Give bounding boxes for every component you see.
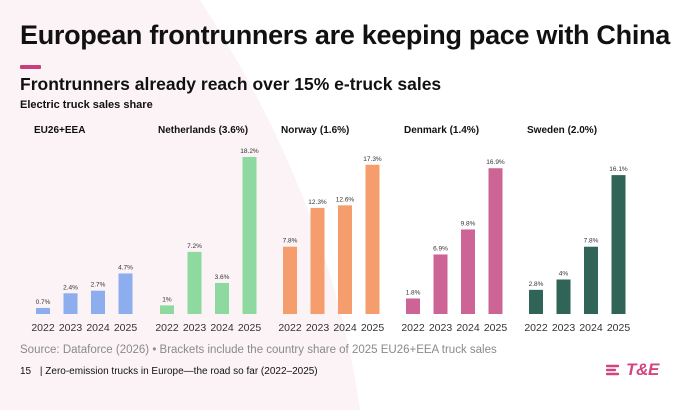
data-label: 1.8% — [406, 289, 421, 296]
bar — [529, 289, 543, 314]
bar — [365, 164, 380, 314]
bar — [488, 168, 503, 314]
x-tick-label: 2024 — [579, 322, 603, 334]
panel-title: Netherlands (3.6%) — [158, 125, 248, 136]
bar — [338, 205, 352, 314]
page-number: 15 — [20, 366, 32, 377]
x-tick-label: 2023 — [59, 322, 83, 334]
x-tick-label: 2023 — [429, 322, 453, 334]
bar — [215, 282, 229, 314]
x-tick-label: 2023 — [183, 322, 207, 334]
data-label: 2.4% — [63, 284, 78, 291]
bar — [310, 207, 325, 314]
data-label: 7.2% — [187, 243, 202, 250]
data-label: 9.8% — [461, 220, 476, 227]
bar — [63, 293, 78, 314]
data-label: 3.6% — [215, 274, 230, 281]
x-tick-label: 2022 — [278, 322, 302, 334]
te-logo: T&E — [606, 360, 659, 380]
x-tick-label: 2022 — [524, 322, 548, 334]
x-tick-label: 2025 — [114, 322, 138, 334]
x-tick-label: 2025 — [361, 322, 385, 334]
x-tick-label: 2023 — [306, 322, 330, 334]
data-label: 2.8% — [529, 281, 544, 288]
x-tick-label: 2022 — [31, 322, 55, 334]
x-tick-label: 2025 — [238, 322, 262, 334]
page-title: European frontrunners are keeping pace w… — [20, 20, 670, 50]
panel-title: Sweden (2.0%) — [527, 125, 597, 136]
data-label: 4% — [559, 270, 569, 277]
bar — [406, 298, 420, 314]
bar — [91, 290, 105, 314]
bar — [242, 157, 257, 314]
bar — [118, 273, 133, 314]
data-label: 2.7% — [91, 282, 106, 289]
data-label: 7.8% — [283, 238, 298, 245]
data-label: 6.9% — [433, 245, 448, 252]
x-tick-label: 2022 — [155, 322, 179, 334]
source-note: Source: Dataforce (2026) • Brackets incl… — [20, 344, 497, 356]
bar — [187, 251, 202, 314]
bar — [160, 305, 174, 314]
x-tick-label: 2023 — [552, 322, 576, 334]
chart-panel: Netherlands (3.6%) 1% 2022 7.2% 2023 3.6% 2024… — [155, 125, 261, 334]
data-label: 0.7% — [36, 299, 51, 306]
data-label: 17.3% — [363, 156, 382, 163]
footer-text: | Zero-emission trucks in Europe—the roa… — [39, 366, 318, 377]
bar — [556, 279, 571, 314]
bar — [611, 175, 626, 314]
data-label: 16.9% — [486, 159, 505, 166]
data-label: 7.8% — [584, 238, 599, 245]
logo-mark-icon — [606, 364, 620, 376]
panel-title: EU26+EEA — [34, 125, 85, 136]
chart-subtitle: Frontrunners already reach over 15% e-tr… — [20, 74, 442, 94]
chart-panel: Denmark (1.4%) 1.8% 2022 6.9% 2023 9.8% 2024 16… — [401, 125, 507, 334]
data-label: 4.7% — [118, 264, 133, 271]
data-label: 18.2% — [240, 148, 259, 155]
panel-title: Norway (1.6%) — [281, 125, 349, 136]
logo-text: T&E — [626, 360, 660, 379]
data-label: 12.6% — [336, 196, 355, 203]
x-tick-label: 2024 — [210, 322, 234, 334]
y-axis-label: Electric truck sales share — [20, 99, 153, 111]
bar — [461, 229, 475, 314]
x-tick-label: 2024 — [333, 322, 357, 334]
bar — [584, 246, 598, 314]
data-label: 16.1% — [609, 166, 628, 173]
data-label: 12.3% — [308, 199, 327, 206]
data-label: 1% — [162, 296, 172, 303]
x-tick-label: 2024 — [456, 322, 480, 334]
x-tick-label: 2022 — [401, 322, 425, 334]
bar — [433, 254, 448, 314]
chart-panel: Norway (1.6%) 7.8% 2022 12.3% 2023 12.6% 2024 1… — [278, 125, 384, 334]
panel-title: Denmark (1.4%) — [404, 125, 479, 136]
x-tick-label: 2024 — [86, 322, 110, 334]
x-tick-label: 2025 — [607, 322, 631, 334]
accent-bar — [20, 65, 41, 69]
footer: 15 | Zero-emission trucks in Europe—the … — [20, 366, 318, 377]
x-tick-label: 2025 — [484, 322, 508, 334]
bar — [36, 307, 50, 314]
bar — [283, 246, 297, 314]
chart-panel: Sweden (2.0%) 2.8% 2022 4% 2023 7.8% 2024 16.1%… — [524, 125, 630, 334]
chart-panel: EU26+EEA 0.7% 2022 2.4% 2023 2.7% 2024 4.7% 2025 — [31, 125, 137, 334]
